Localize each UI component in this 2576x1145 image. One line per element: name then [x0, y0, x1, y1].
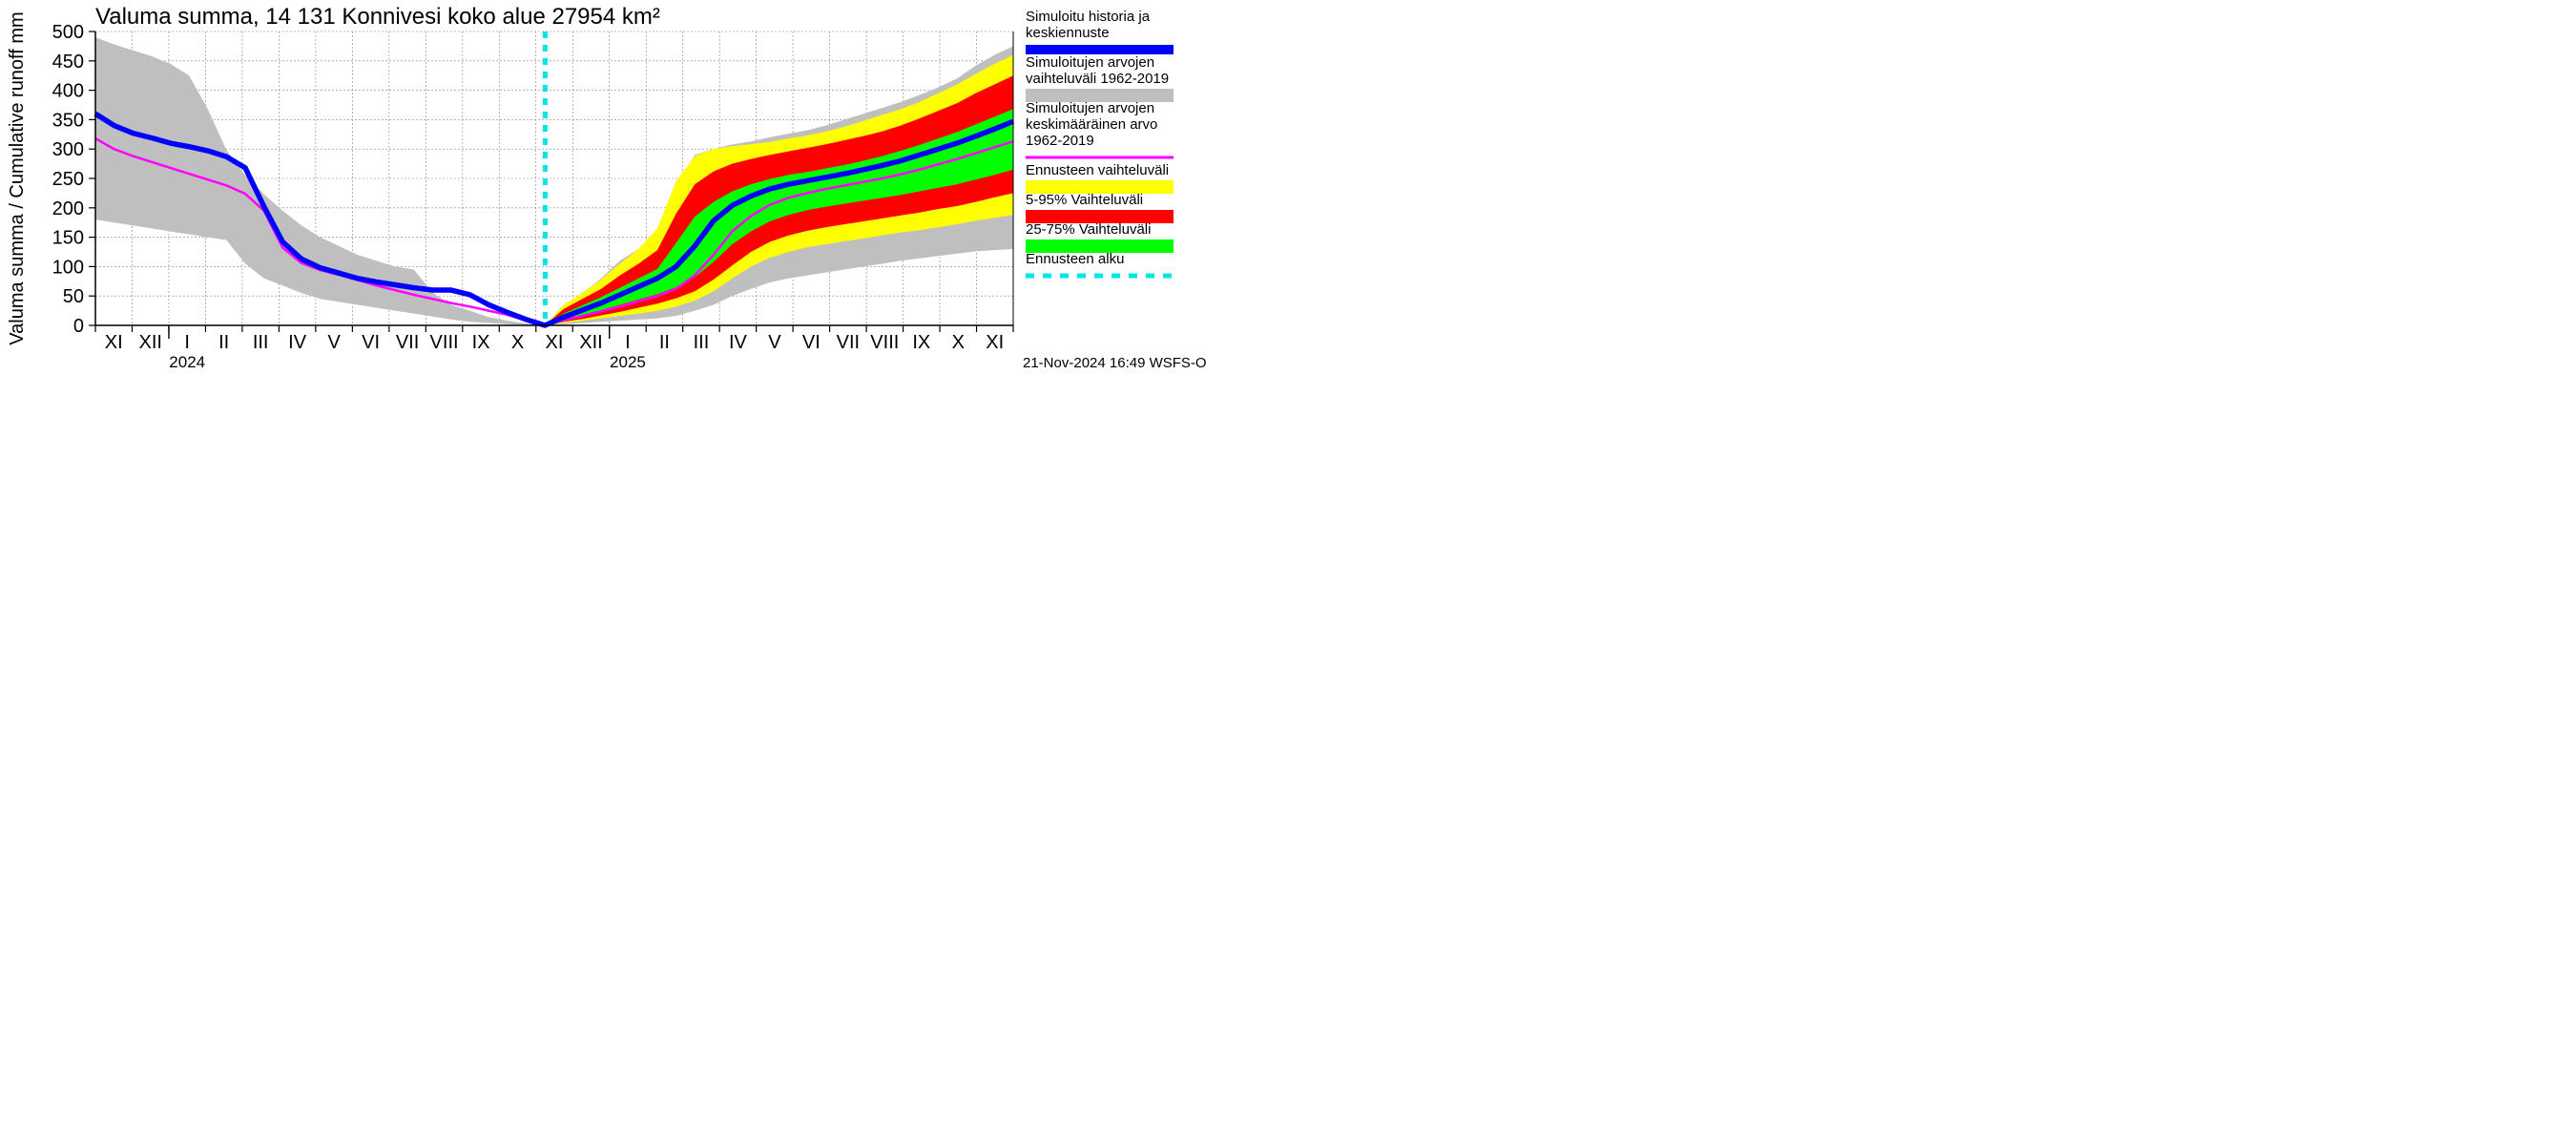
- y-axis-label: Valuma summa / Cumulative runoff mm: [7, 11, 28, 344]
- y-tick-label: 100: [52, 257, 84, 278]
- x-tick-label: V: [768, 332, 781, 353]
- chart-title: Valuma summa, 14 131 Konnivesi koko alue…: [95, 4, 660, 30]
- x-tick-label: IV: [729, 332, 748, 353]
- x-tick-label: XI: [105, 332, 123, 353]
- x-tick-label: VII: [837, 332, 860, 353]
- x-tick-label: XI: [546, 332, 564, 353]
- x-tick-label: V: [327, 332, 341, 353]
- legend-label: vaihteluväli 1962-2019: [1026, 71, 1169, 87]
- y-tick-label: 50: [63, 286, 84, 307]
- year-label: 2025: [610, 353, 646, 371]
- x-tick-label: XII: [579, 332, 602, 353]
- x-tick-label: I: [625, 332, 631, 353]
- y-tick-label: 300: [52, 139, 84, 160]
- y-tick-label: 0: [73, 316, 84, 337]
- y-tick-label: 450: [52, 52, 84, 73]
- x-tick-label: III: [253, 332, 269, 353]
- x-tick-label: II: [218, 332, 229, 353]
- legend-label: Simuloitujen arvojen: [1026, 54, 1154, 71]
- y-tick-label: 500: [52, 22, 84, 43]
- x-tick-label: VII: [396, 332, 419, 353]
- chart-svg: 050100150200250300350400450500XIXIIIIIII…: [0, 0, 1431, 635]
- legend-label: keskimääräinen arvo: [1026, 116, 1157, 133]
- legend-label: Ennusteen vaihteluväli: [1026, 162, 1169, 178]
- legend-label: 1962-2019: [1026, 133, 1094, 149]
- x-tick-label: VI: [802, 332, 821, 353]
- x-tick-label: XI: [986, 332, 1004, 353]
- x-tick-label: IV: [288, 332, 307, 353]
- legend-label: 5-95% Vaihteluväli: [1026, 192, 1143, 208]
- x-tick-label: VI: [362, 332, 380, 353]
- chart-container: 050100150200250300350400450500XIXIIIIIII…: [0, 0, 1431, 635]
- legend-label: Simuloitujen arvojen: [1026, 100, 1154, 116]
- legend-label: Ennusteen alku: [1026, 251, 1124, 267]
- x-tick-label: II: [659, 332, 670, 353]
- x-tick-label: III: [694, 332, 710, 353]
- x-tick-label: XII: [138, 332, 161, 353]
- x-tick-label: IX: [912, 332, 930, 353]
- x-tick-label: X: [511, 332, 524, 353]
- legend-label: keskiennuste: [1026, 25, 1110, 41]
- y-tick-label: 250: [52, 169, 84, 190]
- y-tick-label: 350: [52, 110, 84, 131]
- y-tick-label: 150: [52, 228, 84, 249]
- x-tick-label: I: [184, 332, 190, 353]
- legend-label: 25-75% Vaihteluväli: [1026, 221, 1151, 238]
- x-tick-label: VIII: [430, 332, 459, 353]
- x-tick-label: VIII: [870, 332, 899, 353]
- y-tick-label: 400: [52, 81, 84, 102]
- footer-timestamp: 21-Nov-2024 16:49 WSFS-O: [1023, 355, 1207, 371]
- x-tick-label: X: [952, 332, 965, 353]
- x-tick-label: IX: [472, 332, 490, 353]
- legend-label: Simuloitu historia ja: [1026, 9, 1151, 25]
- y-tick-label: 200: [52, 198, 84, 219]
- year-label: 2024: [169, 353, 205, 371]
